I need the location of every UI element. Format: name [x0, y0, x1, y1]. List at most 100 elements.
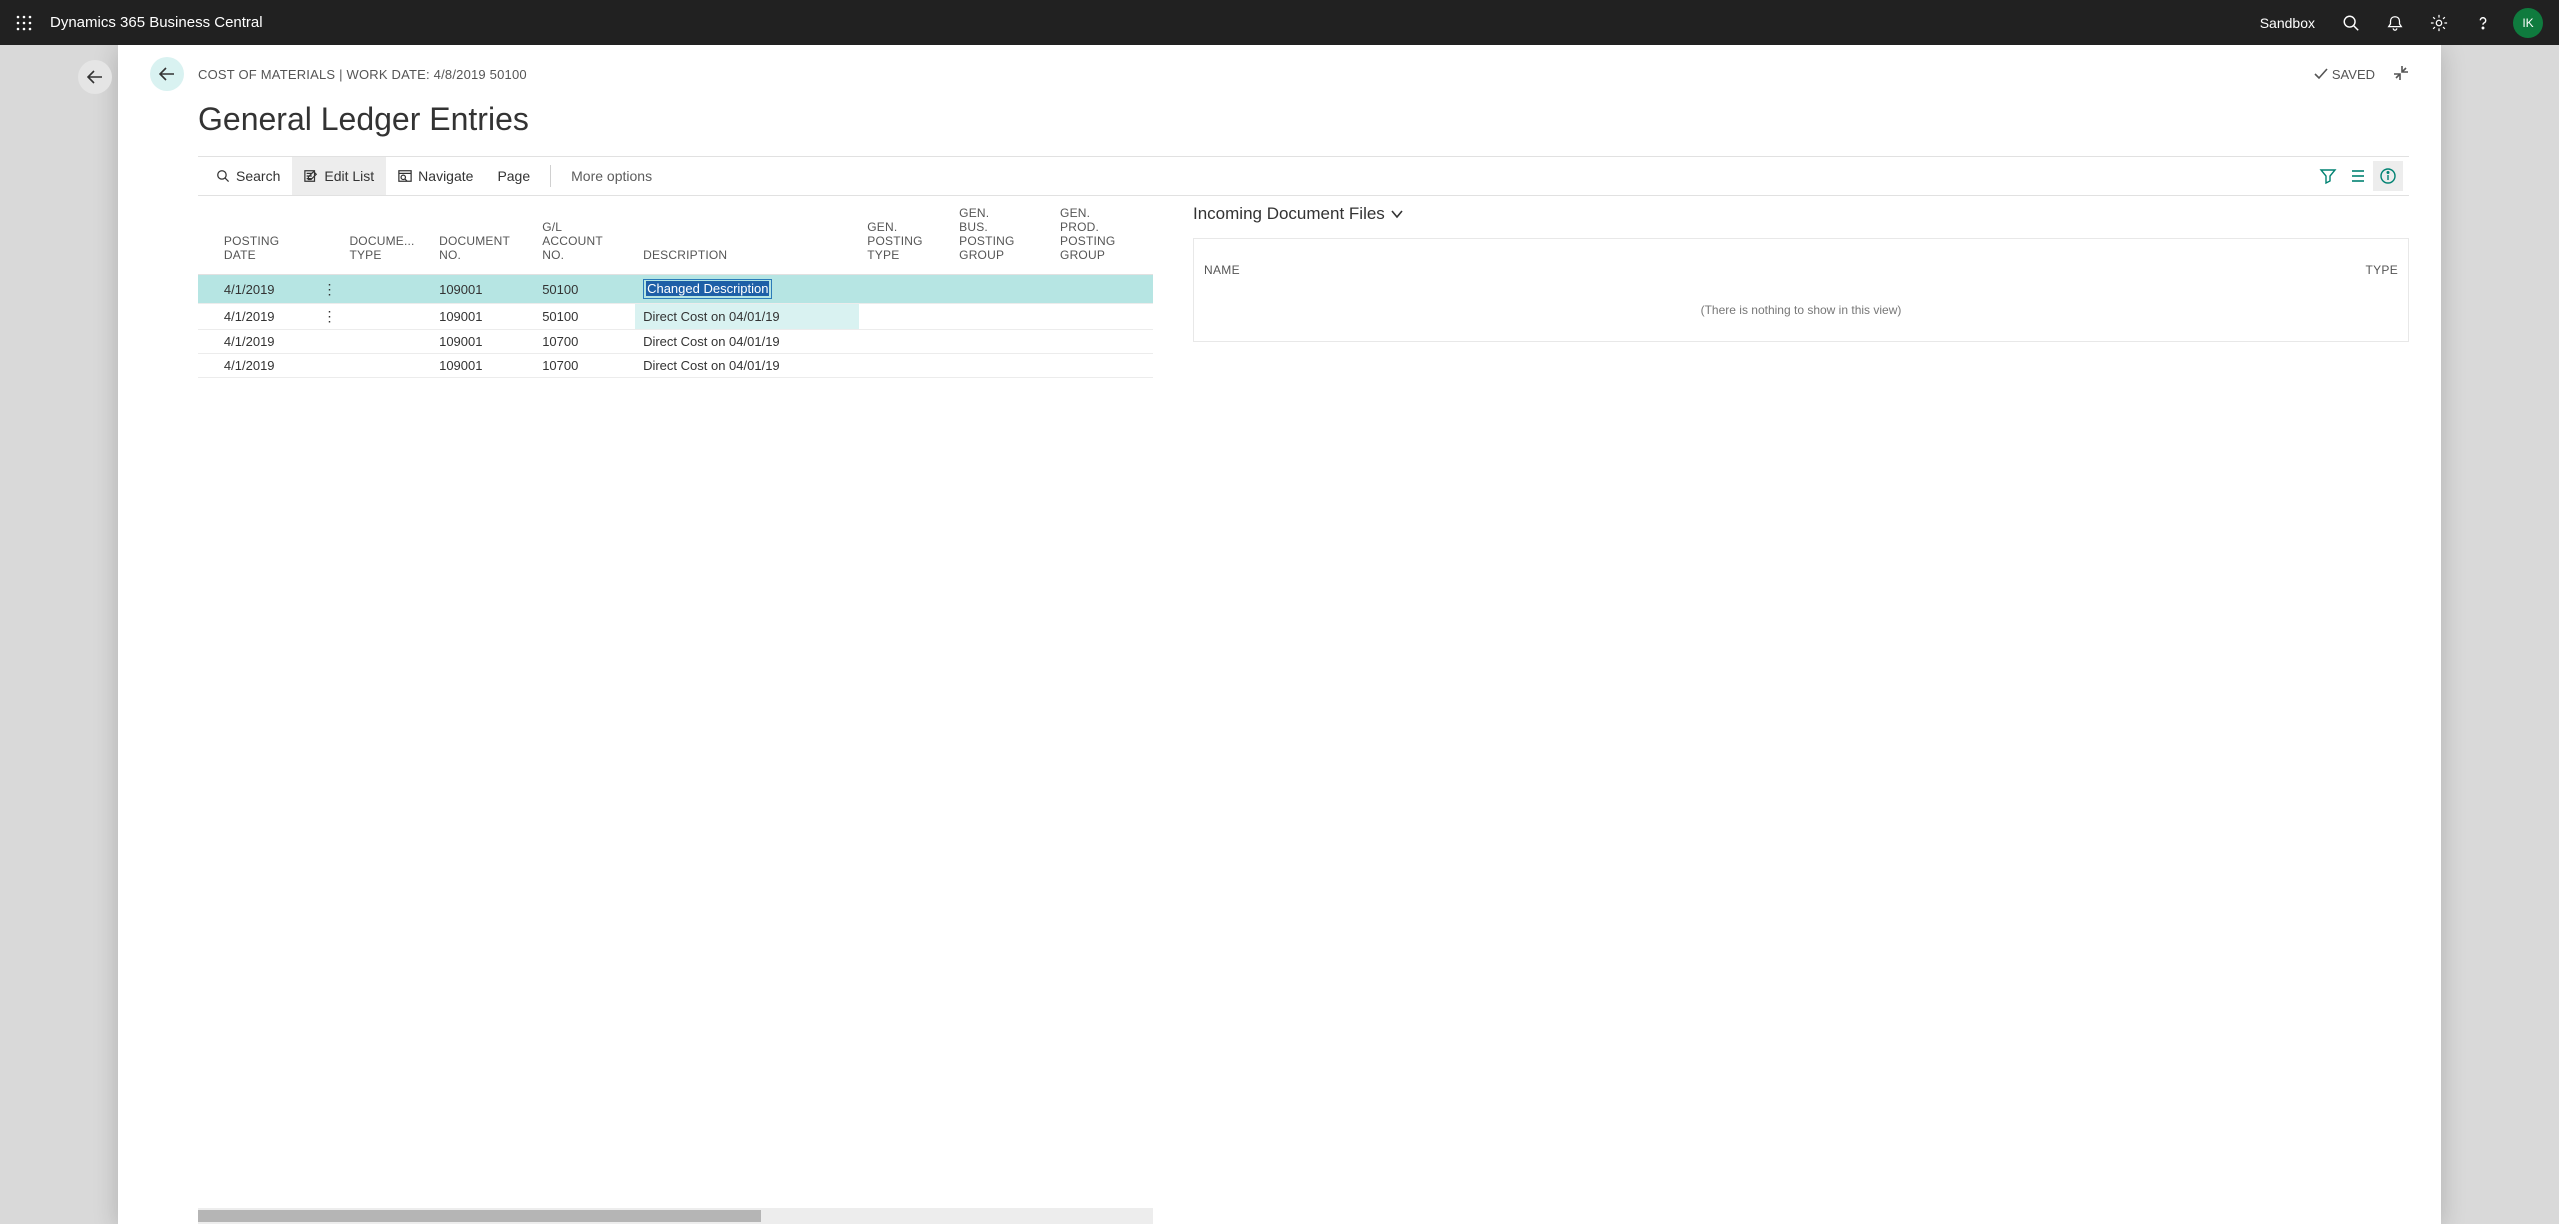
cell-posting-date[interactable]: 4/1/2019 [216, 275, 315, 304]
ledger-table: POSTINGDATE DOCUME...TYPE DOCUMENTNO. G/… [198, 196, 1153, 378]
col-description[interactable]: DESCRIPTION [635, 196, 859, 275]
factbox: Incoming Document Files NAME TYPE (There… [1193, 196, 2409, 1208]
factbox-col-type[interactable]: TYPE [2365, 263, 2398, 277]
row-menu-icon[interactable] [315, 354, 342, 378]
cell-document-no[interactable]: 109001 [431, 275, 534, 304]
col-document-type-label: DOCUME...TYPE [349, 234, 414, 262]
col-document-no-label: DOCUMENTNO. [439, 234, 510, 262]
toolbar-more-options[interactable]: More options [559, 157, 664, 195]
page-title: General Ledger Entries [118, 93, 2441, 156]
cell-document-type[interactable] [341, 330, 431, 354]
cell-gen-posting-type[interactable] [859, 354, 951, 378]
cell-gl-account-no[interactable]: 10700 [534, 330, 635, 354]
avatar[interactable]: IK [2513, 8, 2543, 38]
toolbar-page[interactable]: Page [485, 157, 542, 195]
app-launcher-icon[interactable] [8, 7, 40, 39]
col-handle [315, 196, 342, 275]
description-edit-input[interactable]: Changed Description [643, 279, 772, 299]
col-document-no[interactable]: DOCUMENTNO. [431, 196, 534, 275]
row-menu-icon[interactable]: ⋮ [315, 304, 342, 330]
info-icon[interactable] [2373, 161, 2403, 191]
cell-document-no[interactable]: 109001 [431, 330, 534, 354]
list-view-icon[interactable] [2343, 161, 2373, 191]
cell-document-type[interactable] [341, 304, 431, 330]
filter-icon[interactable] [2313, 161, 2343, 191]
cell-gen-bus-posting-group[interactable] [951, 304, 1052, 330]
cell-gen-prod-posting-group[interactable] [1052, 354, 1153, 378]
cell-gen-prod-posting-group[interactable] [1052, 304, 1153, 330]
table-row[interactable]: 4/1/2019⋮ 10900150100 Changed Description [198, 275, 1153, 304]
breadcrumb: COST OF MATERIALS | WORK DATE: 4/8/2019 … [198, 67, 527, 82]
cell-gen-posting-type[interactable] [859, 330, 951, 354]
cell-gen-bus-posting-group[interactable] [951, 275, 1052, 304]
factbox-empty: (There is nothing to show in this view) [1194, 297, 2408, 341]
cell-gen-bus-posting-group[interactable] [951, 330, 1052, 354]
col-gen-bus-posting-group[interactable]: GEN.BUS. POSTING GROUP [951, 196, 1052, 275]
cell-document-type[interactable] [341, 275, 431, 304]
col-posting-date-label: POSTINGDATE [224, 234, 279, 262]
cell-posting-date[interactable]: 4/1/2019 [216, 354, 315, 378]
horizontal-scrollbar[interactable] [198, 1208, 1153, 1224]
gear-icon[interactable] [2417, 0, 2461, 45]
cell-gen-posting-type[interactable] [859, 275, 951, 304]
page: COST OF MATERIALS | WORK DATE: 4/8/2019 … [118, 45, 2441, 1224]
table-header-row: POSTINGDATE DOCUME...TYPE DOCUMENTNO. G/… [198, 196, 1153, 275]
cell-description[interactable]: Changed Description [635, 275, 859, 304]
factbox-title[interactable]: Incoming Document Files [1193, 204, 2409, 224]
toolbar-edit-list[interactable]: Edit List [292, 157, 386, 195]
cell-gen-posting-type[interactable] [859, 304, 951, 330]
table-row[interactable]: 4/1/2019 10900110700Direct Cost on 04/01/… [198, 330, 1153, 354]
cell-gl-account-no[interactable]: 50100 [534, 304, 635, 330]
notifications-icon[interactable] [2373, 0, 2417, 45]
col-posting-date[interactable]: POSTINGDATE [216, 196, 315, 275]
col-gen-bus-posting-group-label: GEN.BUS. POSTING GROUP [959, 206, 1014, 262]
table-row[interactable]: 4/1/2019 10900110700Direct Cost on 04/01/… [198, 354, 1153, 378]
saved-label: SAVED [2332, 67, 2375, 82]
page-back-button[interactable] [150, 57, 184, 91]
cell-gl-account-no[interactable]: 50100 [534, 275, 635, 304]
col-marker [198, 196, 216, 275]
col-gen-prod-posting-group[interactable]: GEN.PROD. POSTING GROUP [1052, 196, 1153, 275]
cell-document-no[interactable]: 109001 [431, 304, 534, 330]
collapse-icon[interactable] [2393, 65, 2409, 84]
app-title: Dynamics 365 Business Central [50, 14, 263, 31]
search-icon[interactable] [2329, 0, 2373, 45]
row-marker [198, 275, 216, 304]
toolbar: Search Edit List Navigate Page More opti… [198, 156, 2409, 196]
row-marker [198, 304, 216, 330]
backdrop-back-button[interactable] [78, 60, 112, 94]
col-document-type[interactable]: DOCUME...TYPE [341, 196, 431, 275]
toolbar-search[interactable]: Search [204, 157, 292, 195]
cell-document-no[interactable]: 109001 [431, 354, 534, 378]
col-gl-account-no[interactable]: G/LACCOUNT NO. [534, 196, 635, 275]
toolbar-more-options-label: More options [571, 168, 652, 184]
cell-posting-date[interactable]: 4/1/2019 [216, 304, 315, 330]
bottom-scroll [118, 1208, 2441, 1224]
cell-description[interactable]: Direct Cost on 04/01/19 [635, 304, 859, 330]
help-icon[interactable] [2461, 0, 2505, 45]
environment-label: Sandbox [2246, 15, 2329, 31]
content-row: POSTINGDATE DOCUME...TYPE DOCUMENTNO. G/… [118, 196, 2441, 1208]
cell-gen-bus-posting-group[interactable] [951, 354, 1052, 378]
cell-gen-prod-posting-group[interactable] [1052, 275, 1153, 304]
saved-indicator: SAVED [2314, 65, 2409, 84]
cell-posting-date[interactable]: 4/1/2019 [216, 330, 315, 354]
toolbar-navigate[interactable]: Navigate [386, 157, 485, 195]
factbox-title-text: Incoming Document Files [1193, 204, 1385, 224]
col-gl-account-no-label: G/LACCOUNT NO. [542, 220, 603, 262]
row-menu-icon[interactable]: ⋮ [315, 275, 342, 304]
row-menu-icon[interactable] [315, 330, 342, 354]
table-row[interactable]: 4/1/2019⋮ 10900150100Direct Cost on 04/01… [198, 304, 1153, 330]
saved-check: SAVED [2314, 67, 2375, 82]
factbox-col-name[interactable]: NAME [1204, 263, 2365, 277]
cell-document-type[interactable] [341, 354, 431, 378]
cell-description[interactable]: Direct Cost on 04/01/19 [635, 354, 859, 378]
scrollbar-thumb[interactable] [198, 1210, 761, 1222]
cell-gl-account-no[interactable]: 10700 [534, 354, 635, 378]
cell-description[interactable]: Direct Cost on 04/01/19 [635, 330, 859, 354]
chevron-down-icon [1391, 209, 1403, 219]
toolbar-page-label: Page [497, 168, 530, 184]
cell-gen-prod-posting-group[interactable] [1052, 330, 1153, 354]
factbox-table: NAME TYPE (There is nothing to show in t… [1193, 238, 2409, 342]
col-gen-posting-type[interactable]: GEN.POSTING TYPE [859, 196, 951, 275]
